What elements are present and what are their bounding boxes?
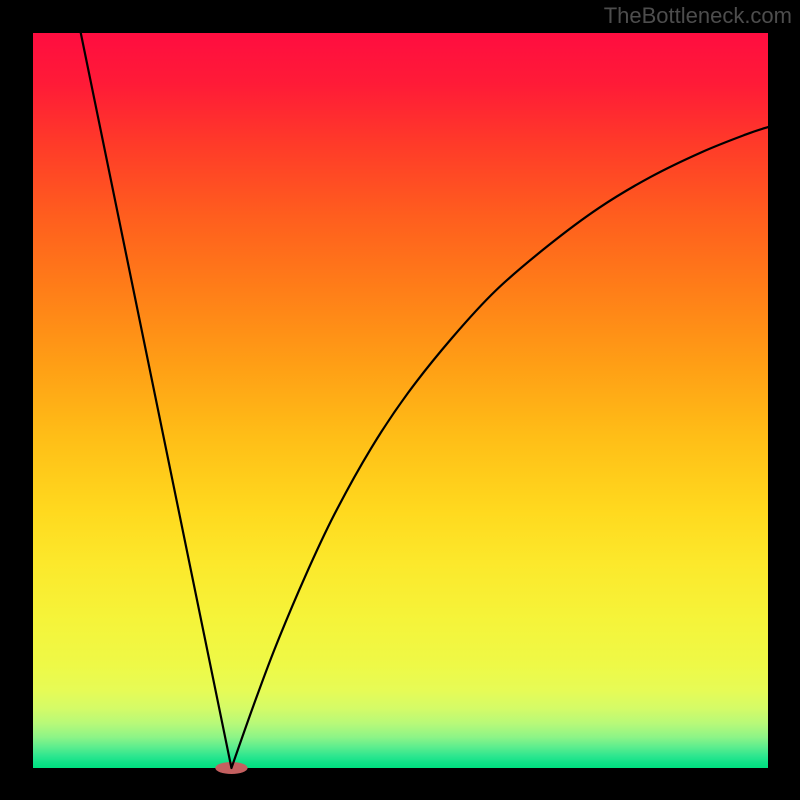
watermark-text: TheBottleneck.com (604, 3, 792, 29)
plot-area-gradient (33, 33, 768, 768)
bottleneck-chart (0, 0, 800, 800)
